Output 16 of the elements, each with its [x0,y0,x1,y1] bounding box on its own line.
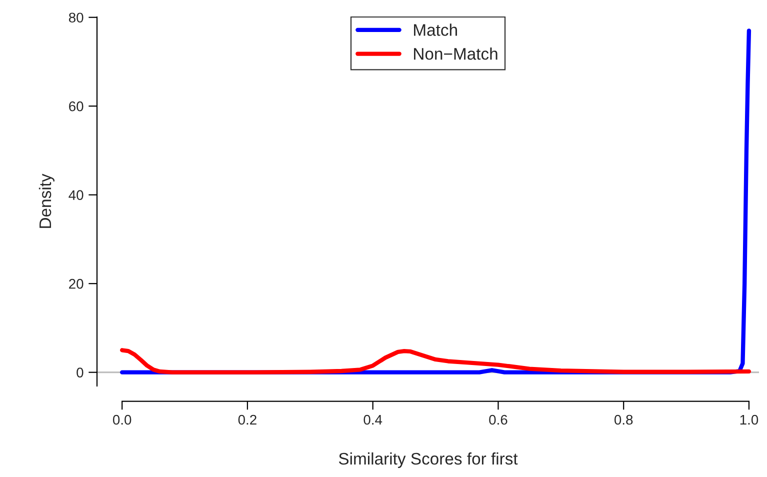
x-tick-label: 0.0 [112,414,132,425]
y-tick-label: 80 [68,12,84,23]
y-tick-label: 0 [76,368,84,378]
x-tick-label: 0.2 [238,414,256,425]
y-tick-label: 20 [69,278,84,289]
y-tick-label: 40 [68,190,84,200]
y-axis-title: Density [38,174,54,228]
legend-label: Match [414,24,457,36]
legend-label: Non−Match [414,48,498,60]
y-tick-label: 60 [69,101,84,112]
x-tick-label: 0.8 [614,414,633,425]
x-tick-label: 1.0 [740,414,758,425]
x-axis-title: Similarity Scores for first [338,452,518,468]
x-tick-label: 0.6 [489,414,508,425]
x-tick-label: 0.4 [364,414,382,425]
line-series [120,348,752,374]
